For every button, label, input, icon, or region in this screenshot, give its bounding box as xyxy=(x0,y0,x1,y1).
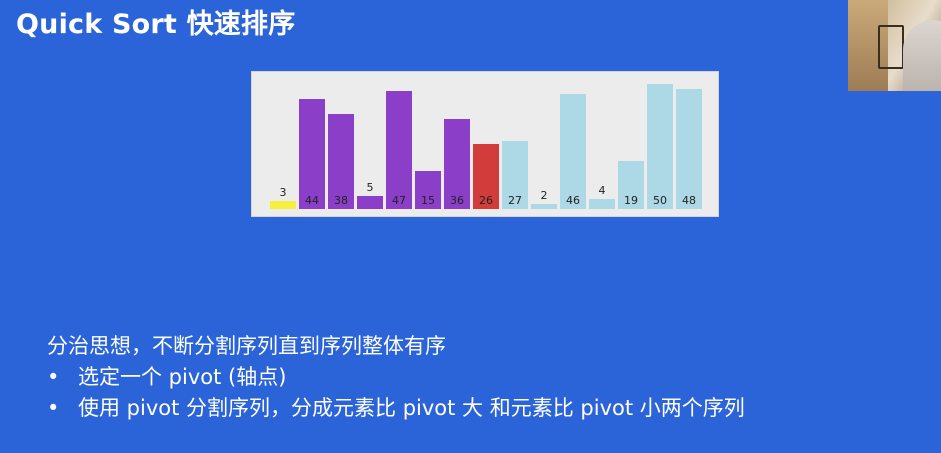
bar-27 xyxy=(502,141,528,209)
bar-5 xyxy=(357,196,383,209)
bullet-symbol: • xyxy=(47,365,60,389)
bullet-text: 选定一个 pivot (轴点) xyxy=(78,365,287,389)
bar-value-label: 5 xyxy=(367,181,374,194)
bar-value-label: 44 xyxy=(305,194,319,207)
bar-48 xyxy=(676,89,702,209)
bar-2 xyxy=(531,204,557,209)
bar-50 xyxy=(647,84,673,209)
bar-47 xyxy=(386,91,412,209)
bar-value-label: 27 xyxy=(508,194,522,207)
notes-intro: 分治思想，不断分割序列直到序列整体有序 xyxy=(47,334,446,358)
webcam-background-wall xyxy=(848,0,888,91)
bar-value-label: 46 xyxy=(566,194,580,207)
webcam-presenter xyxy=(903,20,941,91)
notes-bullet-1: • 选定一个 pivot (轴点) xyxy=(47,362,745,393)
bar-15 xyxy=(415,171,441,209)
bar-3 xyxy=(270,201,296,209)
bar-36 xyxy=(444,119,470,209)
chart-canvas: 3 44 38 5 47 15 36 26 27 2 46 4 19 50 48 xyxy=(270,84,702,209)
bar-value-label: 2 xyxy=(541,189,548,202)
bar-value-label: 48 xyxy=(682,194,696,207)
bar-value-label: 50 xyxy=(653,194,667,207)
bar-4 xyxy=(589,199,615,209)
notes-bullet-2: • 使用 pivot 分割序列，分成元素比 pivot 大 和元素比 pivot … xyxy=(47,393,745,424)
slide-notes: 分治思想，不断分割序列直到序列整体有序 • 选定一个 pivot (轴点) • 使用… xyxy=(47,331,745,424)
bar-value-label: 15 xyxy=(421,194,435,207)
webcam-video-overlay xyxy=(848,0,941,91)
bar-38 xyxy=(328,114,354,209)
bar-value-label: 36 xyxy=(450,194,464,207)
bar-46 xyxy=(560,94,586,209)
bar-value-label: 3 xyxy=(280,186,287,199)
bar-26 xyxy=(473,144,499,209)
bar-value-label: 47 xyxy=(392,194,406,207)
bar-value-label: 19 xyxy=(624,194,638,207)
bar-44 xyxy=(299,99,325,209)
bar-value-label: 26 xyxy=(479,194,493,207)
bar-value-label: 38 xyxy=(334,194,348,207)
bullet-text: 使用 pivot 分割序列，分成元素比 pivot 大 和元素比 pivot 小… xyxy=(78,396,745,420)
webcam-background-frame xyxy=(878,25,904,69)
slide-title: Quick Sort 快速排序 xyxy=(16,9,296,40)
bar-value-label: 4 xyxy=(599,184,606,197)
quicksort-bar-chart: 3 44 38 5 47 15 36 26 27 2 46 4 19 50 48 xyxy=(251,71,719,217)
bullet-symbol: • xyxy=(47,396,60,420)
bar-19 xyxy=(618,161,644,209)
